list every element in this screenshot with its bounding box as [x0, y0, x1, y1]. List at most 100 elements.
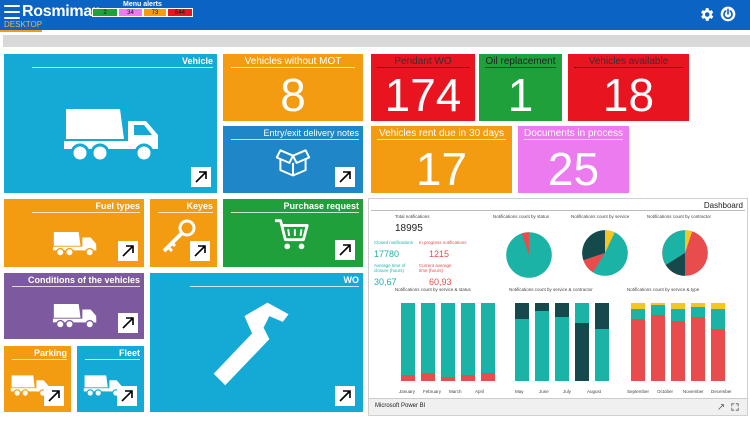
bar-title-service-status: Notifications count by service & status	[395, 287, 471, 292]
in-progress-notifications-label: In progress notifications	[419, 240, 467, 245]
pie-chart-service	[582, 230, 628, 276]
open-arrow-icon[interactable]	[335, 386, 355, 406]
open-arrow-icon[interactable]	[190, 241, 210, 261]
current-avg-time-value: 60,93	[429, 277, 452, 287]
tile-vehicles-without-mot[interactable]: Vehicles without MOT 8	[223, 54, 363, 121]
pie-chart-status	[506, 232, 552, 278]
tile-purchase-request[interactable]: Purchase request	[223, 199, 363, 267]
menu-alerts-title: Menu alerts	[123, 1, 162, 8]
pie-chart-contractor	[662, 230, 708, 276]
fullscreen-icon[interactable]	[731, 403, 739, 411]
tile-title: Vehicle	[181, 56, 213, 66]
dashboard-divider	[371, 210, 745, 211]
pie-title-service: Notifications count by service	[571, 214, 630, 219]
tab-underline	[0, 30, 42, 32]
dashboard-title: Dashboard	[703, 201, 743, 210]
tile-vehicles-available[interactable]: Vehicles available 18	[568, 54, 689, 121]
tile-divider	[377, 67, 469, 68]
tile-divider	[231, 139, 359, 140]
tile-oil-replacement[interactable]: Oil replacement 1	[479, 54, 562, 121]
tile-title: Pendant WO	[394, 56, 452, 67]
tile-documents-in-process[interactable]: Documents in process 25	[518, 126, 629, 195]
gear-icon[interactable]	[698, 6, 715, 23]
tile-wo[interactable]: WO	[150, 273, 363, 412]
tile-divider	[574, 67, 683, 68]
bar-title-service-contractor: Notifications count by service & contrac…	[509, 287, 593, 292]
tile-parking[interactable]: Parking	[4, 346, 71, 412]
share-icon[interactable]	[717, 403, 725, 411]
tile-fleet[interactable]: Fleet	[77, 346, 144, 412]
tile-count: 174	[384, 69, 462, 121]
tile-title: Vehicles available	[588, 56, 669, 67]
dump-truck-icon	[64, 109, 158, 163]
tile-entry-exit-delivery-notes[interactable]: Entry/exit delivery notes	[223, 126, 363, 193]
open-arrow-icon[interactable]	[335, 240, 355, 260]
tile-divider	[377, 139, 506, 140]
tile-vehicles-rent-due[interactable]: Vehicles rent due in 30 days 17	[371, 126, 512, 195]
bar-title-service-type: Notifications count by service & type	[627, 287, 700, 292]
avg-closure-time-value: 30,67	[374, 277, 397, 287]
month-label: August	[587, 389, 602, 394]
alert-badge-pink[interactable]: 34	[118, 8, 143, 17]
tile-divider	[12, 286, 140, 287]
pie-title-contractor: Notifications count by contractor	[647, 214, 712, 219]
tile-divider	[231, 212, 359, 213]
tile-title: Parking	[33, 348, 67, 358]
tile-divider	[158, 212, 213, 213]
hamburger-menu-icon[interactable]	[4, 5, 20, 19]
tile-fuel-types[interactable]: Fuel types	[4, 199, 144, 267]
stacked-bar-chart-status	[401, 303, 495, 381]
tile-divider	[32, 67, 213, 68]
closed-notifications-label: Closed notifications	[374, 240, 414, 245]
month-label: September	[627, 389, 650, 394]
tile-divider	[231, 67, 355, 68]
tile-divider	[32, 212, 140, 213]
tile-title: Vehicles rent due in 30 days	[378, 128, 505, 139]
total-notifications-label: Total notifications	[395, 214, 430, 219]
closed-notifications-value: 17780	[374, 249, 400, 259]
tab-desktop[interactable]: DESKTOP	[4, 20, 43, 29]
open-arrow-icon[interactable]	[335, 167, 355, 187]
tile-title: Conditions of the vehicles	[27, 275, 140, 285]
open-arrow-icon[interactable]	[117, 386, 137, 406]
tile-count: 25	[547, 143, 600, 195]
open-arrow-icon[interactable]	[44, 386, 64, 406]
top-bar: Rosmiman DESKTOP Menu alerts 2 34 73 644	[0, 0, 750, 30]
power-icon[interactable]	[720, 6, 736, 22]
month-label: April	[475, 389, 485, 394]
alert-badge-orange[interactable]: 73	[143, 8, 167, 17]
month-label: November	[683, 389, 704, 394]
open-box-icon	[275, 149, 311, 177]
current-avg-time-label: Current average time (hours)	[419, 263, 452, 273]
open-arrow-icon[interactable]	[118, 313, 138, 333]
open-arrow-icon[interactable]	[191, 167, 211, 187]
alert-badge-green[interactable]: 2	[92, 8, 118, 17]
tile-count: 1	[507, 69, 534, 121]
stacked-bar-chart-type	[631, 303, 725, 381]
pie-title-status: Notifications count by status	[493, 214, 550, 219]
tile-keyes[interactable]: Keyes	[150, 199, 217, 267]
shopping-cart-icon	[274, 219, 309, 250]
tile-title: Fleet	[118, 348, 140, 358]
tile-divider	[85, 359, 140, 360]
tile-count: 17	[415, 143, 468, 195]
month-label: December	[711, 389, 732, 394]
open-arrow-icon[interactable]	[118, 241, 138, 261]
month-label: October	[657, 389, 674, 394]
tile-conditions-of-vehicles[interactable]: Conditions of the vehicles	[4, 273, 144, 339]
month-label: March	[449, 389, 462, 394]
month-label: January	[399, 389, 416, 394]
tile-divider	[190, 286, 359, 287]
toolbar-strip	[3, 35, 750, 47]
key-icon	[162, 219, 196, 253]
tile-title: Fuel types	[95, 201, 140, 211]
tile-vehicle[interactable]: Vehicle	[4, 54, 217, 193]
tile-title: Documents in process	[524, 128, 623, 139]
alert-badge-red[interactable]: 644	[167, 8, 193, 17]
hammer-icon	[213, 302, 289, 386]
tile-title: Purchase request	[283, 201, 359, 211]
tile-pendant-wo[interactable]: Pendant WO 174	[371, 54, 475, 121]
power-bi-dashboard[interactable]: Dashboard Total notifications 18995 Clos…	[368, 198, 748, 416]
month-label: February	[423, 389, 442, 394]
month-label: May	[515, 389, 524, 394]
